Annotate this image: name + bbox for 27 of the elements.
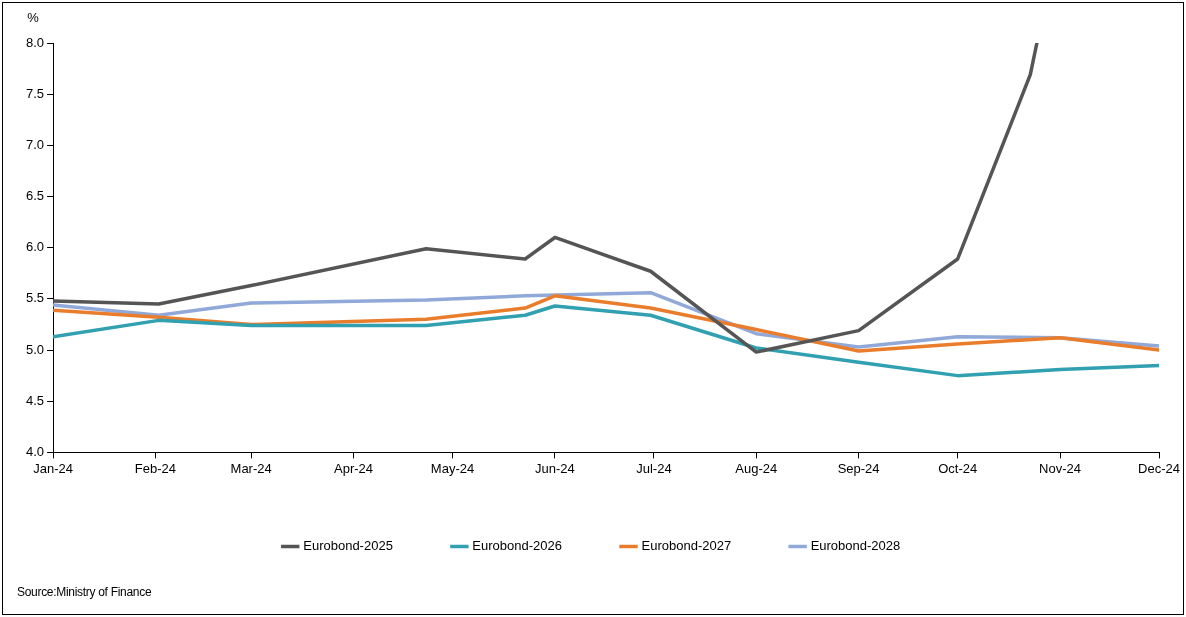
x-tick-label: Feb-24 [134, 460, 177, 476]
x-tick-label: Aug-24 [735, 460, 778, 476]
y-axis-title: % [27, 10, 40, 26]
y-tick-label: 4.5 [25, 392, 45, 408]
x-tick-label: Oct-24 [938, 460, 978, 476]
x-tick-label: Apr-24 [333, 460, 374, 476]
x-tick-label: Mar-24 [230, 460, 272, 476]
y-tick-label: 5.0 [25, 341, 45, 357]
x-tick-label: Dec-24 [1138, 460, 1181, 476]
x-tick-label: Jul-24 [636, 460, 672, 476]
x-tick-label: Jun-24 [535, 460, 575, 476]
x-tick-label: Nov-24 [1039, 460, 1081, 476]
x-tick-label: Sep-24 [837, 460, 880, 476]
x-tick-label: May-24 [430, 460, 475, 476]
y-tick-label: 6.5 [25, 188, 45, 204]
x-tick-label: Jan-24 [33, 460, 73, 476]
legend-label: Eurobond-2027 [641, 538, 732, 554]
legend-label: Eurobond-2028 [810, 538, 901, 554]
y-tick-label: 8.0 [25, 34, 45, 50]
y-tick-label: 7.0 [25, 136, 45, 152]
y-tick-label: 5.5 [25, 290, 45, 306]
y-tick-label: 6.0 [25, 239, 45, 255]
legend-label: Eurobond-2026 [472, 538, 563, 554]
y-tick-label: 4.0 [25, 443, 45, 459]
legend-label: Eurobond-2025 [303, 538, 393, 554]
y-tick-label: 7.5 [25, 85, 45, 101]
source-note: Source:Ministry of Finance [17, 585, 152, 599]
